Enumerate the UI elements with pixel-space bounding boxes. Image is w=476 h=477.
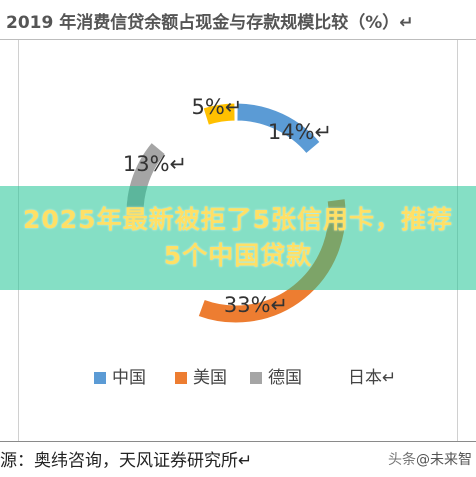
legend-label-2: 美国 — [193, 368, 227, 388]
footer: 源：奥纬咨询，天风证券研究所↵ 头条@未来智 — [0, 441, 476, 477]
watermark-name: @未来智 — [416, 452, 472, 468]
data-label-2: 33%↵ — [224, 293, 288, 317]
legend-swatch-1 — [94, 372, 106, 384]
promo-banner-text: 2025年最新被拒了5张信用卡，推荐5个中国贷款 — [23, 205, 453, 270]
source-note: 源：奥纬咨询，天风证券研究所↵ — [0, 451, 253, 471]
promo-banner-overlay[interactable]: 2025年最新被拒了5张信用卡，推荐5个中国贷款 — [0, 186, 476, 290]
donut-slice-1 — [236, 102, 321, 155]
chart-title: 2019 年消费信贷余额占现金与存款规模比较（%）↵ — [0, 6, 476, 40]
data-label-1: 14%↵ — [268, 120, 332, 144]
donut-slice-4 — [202, 102, 236, 126]
legend-swatch-3 — [250, 372, 262, 384]
watermark: 头条@未来智 — [388, 449, 472, 469]
legend-label-4: 日本↵ — [348, 368, 396, 388]
data-label-3: 13%↵ — [123, 152, 187, 176]
legend-swatch-2 — [175, 372, 187, 384]
watermark-prefix: 头条 — [388, 452, 416, 468]
data-label-4: 5%↵ — [192, 95, 243, 119]
legend-label-3: 德国 — [268, 368, 302, 388]
legend-label-1: 中国 — [112, 368, 146, 388]
